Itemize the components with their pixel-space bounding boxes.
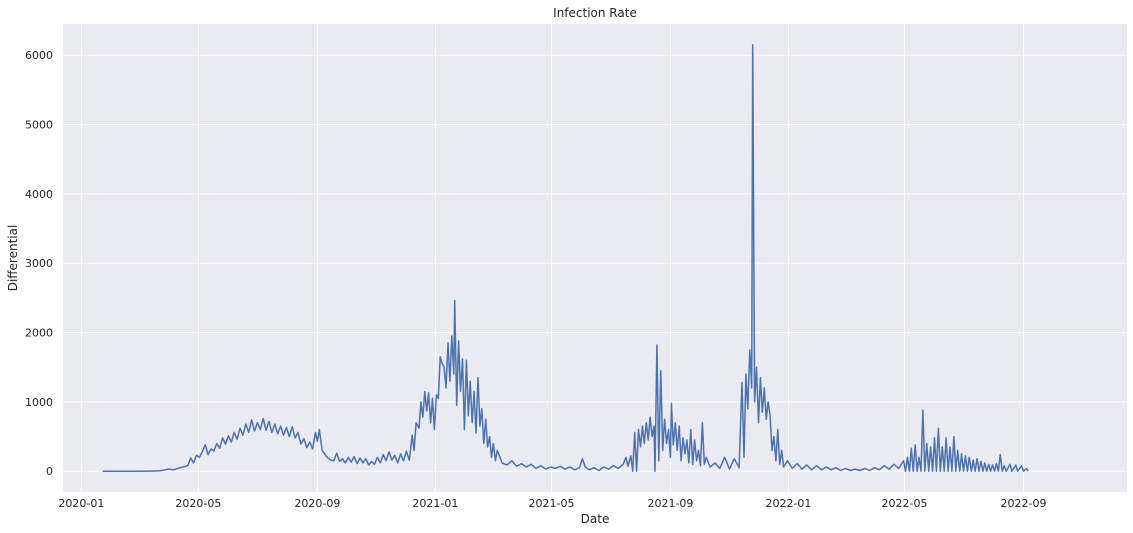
y-axis-label: Differential	[6, 225, 20, 292]
x-axis-label: Date	[581, 512, 610, 526]
y-tick-label: 4000	[25, 188, 53, 201]
x-tick-label: 2020-09	[294, 497, 340, 510]
x-tick-label: 2022-09	[1001, 497, 1047, 510]
plot-area	[63, 24, 1127, 492]
y-tick-label: 2000	[25, 327, 53, 340]
y-tick-label: 1000	[25, 396, 53, 409]
y-tick-label: 5000	[25, 119, 53, 132]
x-tick-label: 2022-05	[882, 497, 928, 510]
x-tick-label: 2021-01	[412, 497, 458, 510]
y-tick-label: 6000	[25, 49, 53, 62]
x-tick-label: 2022-01	[765, 497, 811, 510]
tick-labels: 2020-01 2020-05 2020-09 2021-01 2021-05 2021-…	[25, 49, 1046, 510]
grid	[63, 24, 1127, 492]
series-line-differential	[102, 44, 1029, 472]
x-tick-label: 2021-05	[528, 497, 574, 510]
series-layer	[102, 44, 1029, 472]
x-tick-label: 2021-09	[647, 497, 693, 510]
x-tick-label: 2020-01	[58, 497, 104, 510]
y-tick-label: 3000	[25, 257, 53, 270]
y-tick-label: 0	[46, 465, 53, 478]
x-tick-label: 2020-05	[175, 497, 221, 510]
chart-title: Infection Rate	[553, 6, 637, 20]
